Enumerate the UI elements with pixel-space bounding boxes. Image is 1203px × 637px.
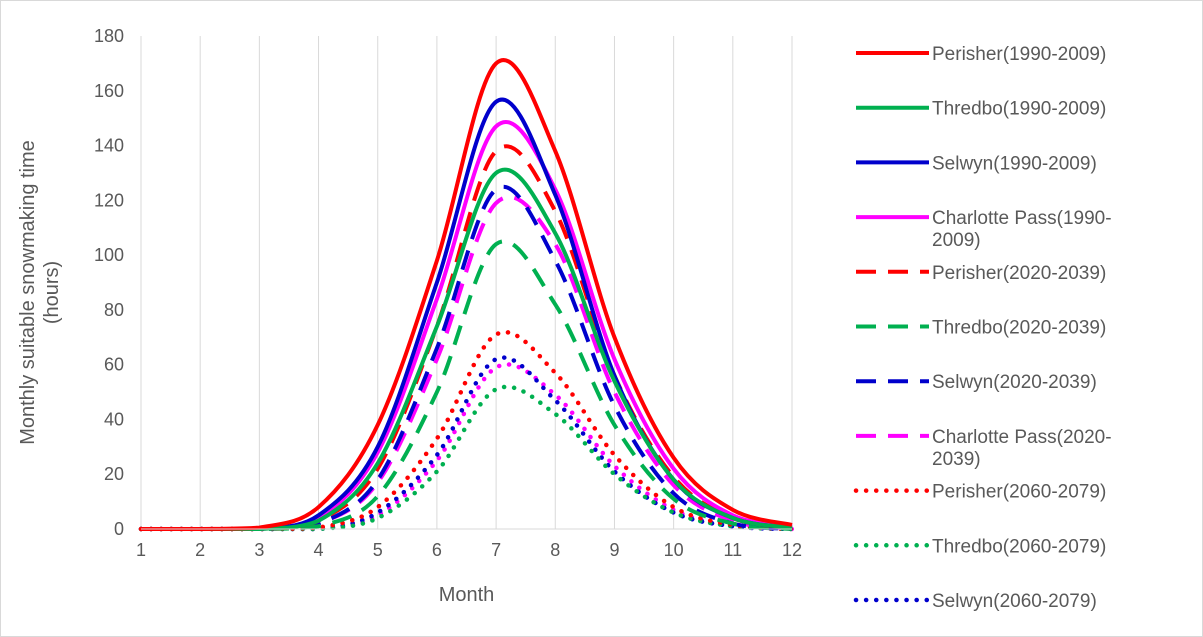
- y-axis-title-line: (hours): [41, 261, 63, 324]
- y-axis-title: Monthly suitable snowmaking time (hours): [17, 140, 63, 445]
- series-lines: [138, 58, 795, 532]
- x-tick-label: 5: [373, 540, 383, 560]
- legend-label: Selwyn(1990-2009): [932, 153, 1097, 174]
- legend-label: Perisher(2060-2079): [932, 482, 1106, 503]
- legend-entry: Perisher(2020-2039): [856, 263, 1106, 284]
- y-tick-label: 80: [104, 300, 124, 320]
- legend-label: Perisher(1990-2009): [932, 44, 1106, 65]
- legend-label: Selwyn(2060-2079): [932, 591, 1097, 612]
- legend-label: Charlotte Pass(2020-: [932, 427, 1112, 448]
- x-tick-label: 12: [782, 540, 802, 560]
- y-tick-label: 40: [104, 409, 124, 429]
- y-tick-label: 100: [94, 245, 124, 265]
- series-line: [138, 362, 795, 532]
- y-axis-title-line: Monthly suitable snowmaking time: [17, 140, 39, 445]
- series-line: [141, 97, 793, 531]
- y-tick-label: 0: [114, 519, 124, 539]
- x-axis-title: Month: [439, 584, 495, 606]
- legend: Perisher(1990-2009) Thredbo(1990-2009) Sel…: [853, 44, 1112, 612]
- x-tick-labels: 1 2 3 4 5 6 7 8 9 10 11 12: [136, 540, 802, 560]
- x-tick-label: 8: [550, 540, 560, 560]
- x-tick-label: 7: [491, 540, 501, 560]
- legend-entry: Thredbo(2020-2039): [856, 318, 1106, 339]
- legend-entry: Thredbo(2060-2079): [853, 536, 1106, 557]
- series-line: [141, 239, 793, 531]
- legend-label: Thredbo(2020-2039): [932, 318, 1106, 339]
- y-tick-label: 140: [94, 136, 124, 156]
- legend-entry: Thredbo(1990-2009): [856, 99, 1106, 120]
- y-tick-label: 120: [94, 190, 124, 210]
- gridlines: [140, 36, 793, 529]
- legend-label: 2009): [932, 230, 981, 251]
- x-tick-label: 3: [254, 540, 264, 560]
- legend-entry: Charlotte Pass(1990-2009): [856, 208, 1112, 251]
- series-line: [141, 167, 793, 531]
- y-tick-label: 60: [104, 355, 124, 375]
- legend-label: Selwyn(2020-2039): [932, 372, 1097, 393]
- x-tick-label: 10: [664, 540, 684, 560]
- legend-label: Charlotte Pass(1990-: [932, 208, 1112, 229]
- legend-label: Thredbo(2060-2079): [932, 536, 1106, 557]
- legend-entry: Perisher(1990-2009): [856, 44, 1106, 65]
- legend-entry: Charlotte Pass(2020-2039): [856, 427, 1112, 470]
- legend-entry: Selwyn(1990-2009): [856, 153, 1097, 174]
- x-tick-label: 4: [314, 540, 324, 560]
- x-tick-label: 11: [723, 540, 742, 560]
- series-line: [138, 330, 795, 532]
- x-tick-label: 9: [609, 540, 619, 560]
- legend-label: 2039): [932, 449, 981, 470]
- legend-entry: Selwyn(2020-2039): [856, 372, 1097, 393]
- legend-entry: Perisher(2060-2079): [853, 482, 1106, 503]
- y-tick-label: 160: [94, 81, 124, 101]
- x-tick-label: 2: [195, 540, 205, 560]
- series-line: [141, 58, 793, 531]
- x-tick-label: 6: [432, 540, 442, 560]
- legend-label: Thredbo(1990-2009): [932, 99, 1106, 120]
- legend-label: Perisher(2020-2039): [932, 263, 1106, 284]
- y-tick-label: 180: [94, 26, 124, 46]
- legend-entry: Selwyn(2060-2079): [853, 591, 1097, 612]
- y-tick-label: 20: [104, 464, 124, 484]
- series-line: [138, 384, 795, 532]
- x-tick-label: 1: [136, 540, 146, 560]
- series-line: [141, 194, 793, 531]
- y-tick-labels: 0 20 40 60 80 100 120 140 160 180: [94, 26, 124, 539]
